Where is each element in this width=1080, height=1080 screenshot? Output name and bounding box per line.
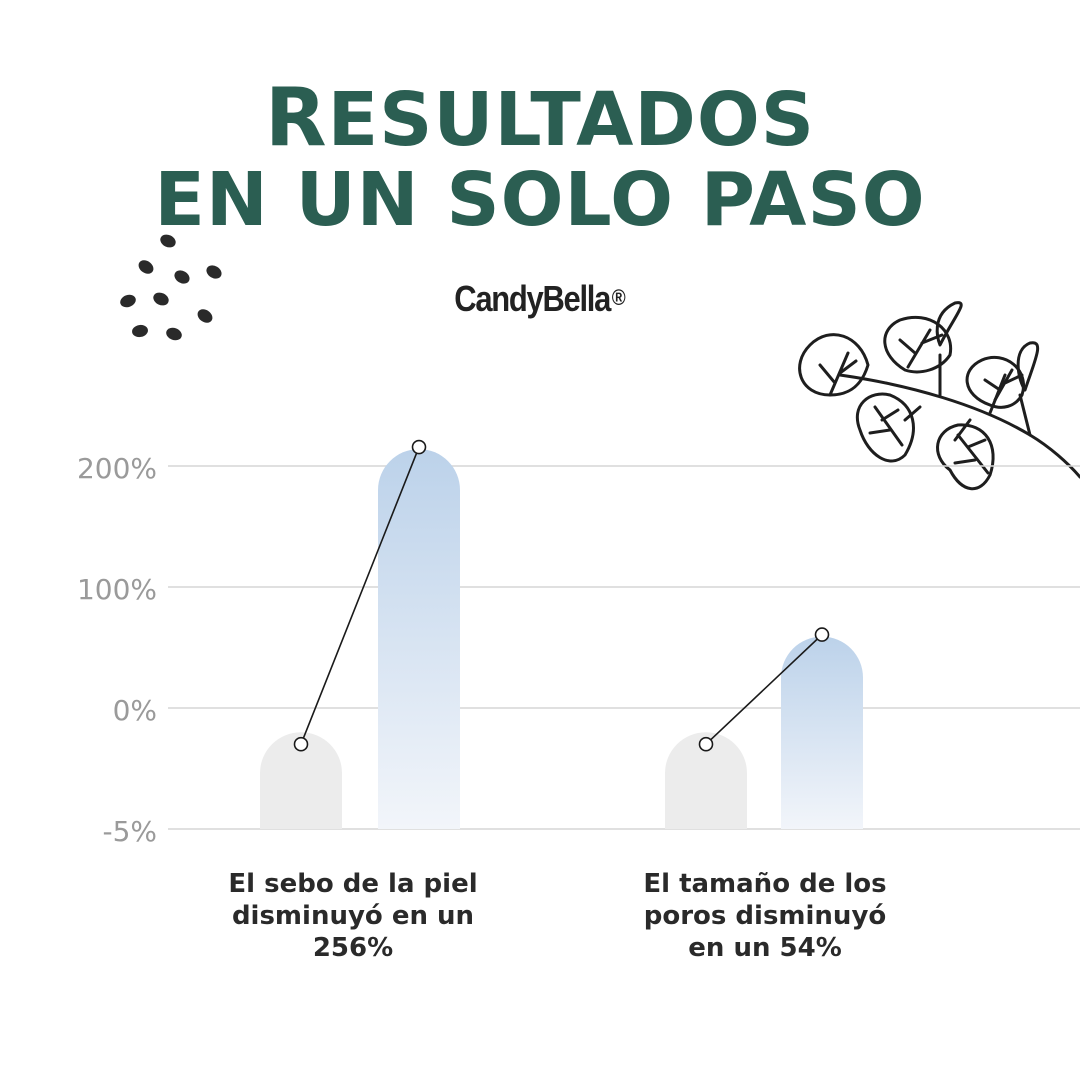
bar-before <box>664 732 747 829</box>
y-tick-label: -5% <box>102 815 157 848</box>
caption-line: El sebo de la piel <box>228 869 478 899</box>
registered-mark: ® <box>611 285 626 310</box>
point-after <box>814 627 830 642</box>
caption-line: El tamaño de los <box>643 869 887 899</box>
connector-line <box>705 634 823 745</box>
title-line-1: RESULTADOS <box>0 77 1080 163</box>
caption-line: disminuyó en un <box>231 901 475 931</box>
caption-pores: El tamaño de los poros disminuyó en un 5… <box>600 868 930 964</box>
seeds-icon <box>120 234 222 341</box>
caption-line: poros disminuyó <box>643 901 887 931</box>
caption-line: en un 54% <box>688 933 842 963</box>
caption-line: 256% <box>312 933 394 963</box>
title-initial: R <box>264 71 328 164</box>
y-tick-label: 0% <box>113 694 157 727</box>
page-title: RESULTADOS EN UN SOLO PASO <box>0 77 1080 243</box>
y-tick-label: 100% <box>77 573 157 606</box>
bar-after <box>781 636 863 829</box>
brand-name: CandyBella <box>454 278 611 319</box>
bar-after <box>378 449 460 829</box>
bar-before <box>260 732 342 829</box>
title-line-2: EN UN SOLO PASO <box>154 157 926 243</box>
brand-logo: CandyBella® <box>76 278 1005 320</box>
caption-sebum: El sebo de la piel disminuyó en un 256% <box>188 868 518 964</box>
point-before <box>293 736 309 752</box>
y-tick-label: 200% <box>77 452 157 485</box>
point-after <box>411 439 427 455</box>
point-before <box>698 736 714 752</box>
connector-line <box>300 446 420 745</box>
title-line-1-rest: ESULTADOS <box>327 77 816 163</box>
leaf-branch-icon <box>798 301 1080 491</box>
